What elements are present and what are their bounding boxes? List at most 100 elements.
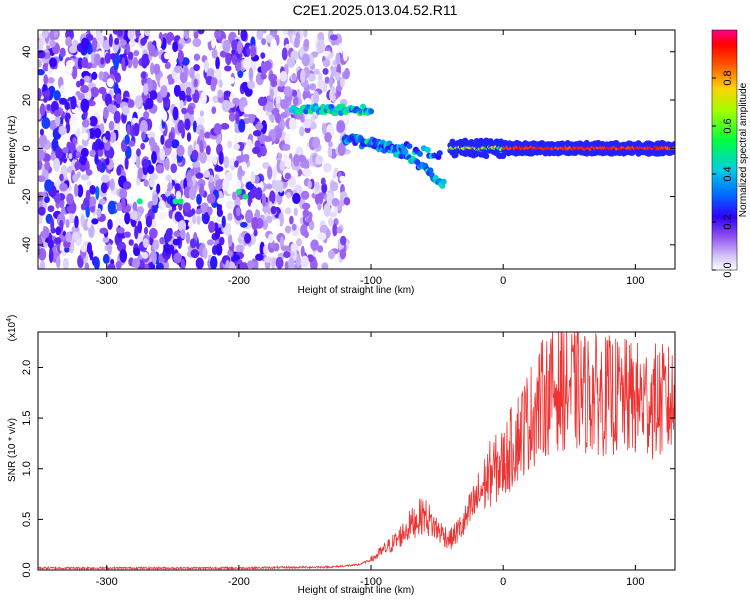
spectrogram-cell [336,120,346,133]
spectrogram-cell [98,141,104,151]
spectrogram-cell [89,149,96,158]
spectrogram-cell [293,207,298,217]
spectrogram-cell [59,244,64,252]
spectrogram-cell [172,106,179,121]
spectrogram-cell [43,96,48,103]
spectrogram-cell [106,78,114,88]
spectrogram-cell [167,182,173,192]
spectrogram-cell [260,73,267,80]
spectrogram-xtick-label: -100 [360,275,382,287]
spectrogram-cell [336,226,343,234]
spectrogram-cell [671,141,675,148]
spectrogram-cell [196,116,205,127]
spectrogram-cell [284,207,292,215]
spectrogram-cell [38,223,44,232]
spectrogram-cell [114,72,122,83]
spectrogram-cell [149,90,158,100]
spectrogram-cell [179,229,186,240]
spectrogram-cell [272,165,278,180]
snr-scale-base: (x10 [7,321,18,341]
spectrogram-cell [152,239,160,251]
spectrogram-cell [275,257,284,269]
spectrogram-cell [185,231,191,245]
spectrogram-cell [158,211,167,220]
spectrogram-cell [80,98,90,113]
spectrogram-cell [119,39,127,47]
spectrogram-cell [116,165,122,176]
spectrogram-cell [86,180,92,187]
spectrogram-cell [129,92,138,100]
spectrogram-cell [84,262,90,269]
spectrogram-cell [80,147,89,158]
spectrogram-cell [170,139,180,149]
spectrogram-cell [257,96,267,107]
spectrogram-cell [127,30,134,40]
spectrogram-cell [177,198,184,205]
spectrogram-cell [38,200,43,207]
spectrogram-xtick-label: -300 [96,275,118,287]
spectrogram-cell [38,59,42,68]
spectrogram-cell [671,148,675,155]
spectrogram-cell [74,183,79,197]
spectrogram-cell [113,110,121,124]
spectrogram-cell [38,175,46,183]
spectrogram-cell [66,141,72,150]
spectrogram-cell [53,109,62,117]
spectrogram-cell [214,229,221,240]
spectrogram-cell [170,163,178,174]
spectrogram-cell [152,205,158,214]
spectrogram-cell [147,164,155,175]
spectrogram-cell [227,186,235,195]
spectrogram-cell [329,65,335,79]
spectrogram-cell [192,120,197,133]
spectrogram-cell [339,235,347,246]
spectrogram-cell [328,140,333,148]
spectrogram-cell [72,137,78,145]
spectrogram-cell [302,209,310,218]
spectrogram-cell [116,227,125,234]
spectrogram-cell [281,47,288,61]
spectrogram-ytick-label: 0 [21,145,33,151]
spectrogram-cell [292,192,301,204]
spectrogram-cell [225,259,230,269]
spectrogram-cell [171,150,177,164]
spectrogram-cell [493,138,500,145]
spectrogram-cell [294,36,300,49]
spectrogram-cell [121,105,130,116]
colorbar-tick-label: 0.4 [722,166,734,181]
spectrogram-cell [219,236,225,246]
spectrogram-cell [76,171,81,178]
spectrogram-cell [213,122,222,135]
colorbar-gradient [711,29,738,271]
spectrogram-cell [328,76,334,88]
spectrogram-cell [62,147,69,154]
spectrogram-cell [156,183,161,194]
spectrogram-cell [191,160,201,168]
spectrogram-cell [176,144,185,157]
spectrogram-cell [191,149,199,161]
spectrogram-cell [172,41,179,53]
spectrogram-cell [105,157,110,166]
spectrogram-cell [74,161,82,170]
spectrogram-cell [87,219,92,229]
spectrogram-cell [279,160,285,171]
spectrogram-cell [221,99,231,112]
spectrogram-cell [283,250,291,258]
spectrogram-cell [225,200,234,210]
spectrogram-cell [235,244,244,253]
spectrogram-cell [323,203,331,217]
spectrogram-cell [296,238,302,247]
spectrogram-cell [182,202,191,213]
spectrogram-cell [402,148,409,155]
spectrogram-cell [224,65,232,72]
spectrogram-cell [41,117,51,129]
spectrogram-cell [343,197,351,206]
spectrogram-cell [321,262,329,269]
spectrogram-cell [55,147,63,160]
spectrogram-cell [98,71,104,81]
spectrogram-cell [42,30,49,39]
spectrogram-cell [270,206,277,215]
spectrogram-cell [80,37,90,50]
spectrogram-cell [172,198,179,205]
spectrogram-cell [216,208,224,217]
